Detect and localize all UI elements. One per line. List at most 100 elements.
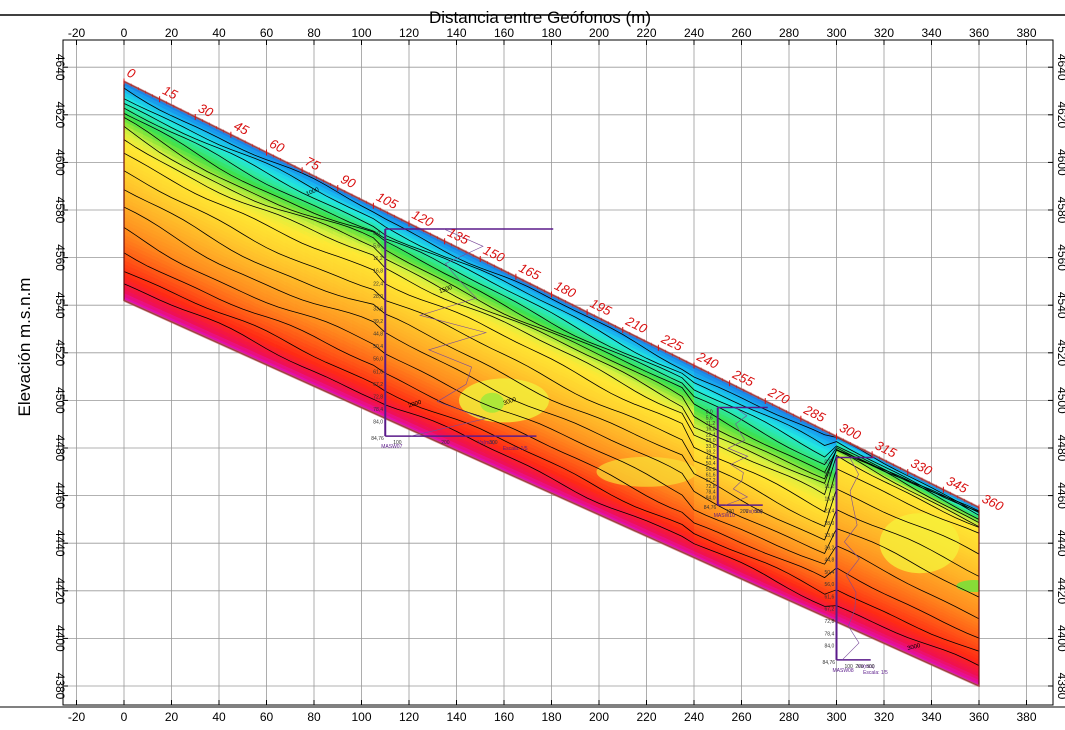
velocity-cell [228, 254, 239, 264]
velocity-cell [162, 292, 172, 301]
velocity-cell [285, 218, 296, 227]
velocity-cell [266, 184, 277, 194]
velocity-cell [428, 318, 438, 327]
velocity-cell [219, 164, 229, 174]
velocity-cell [390, 341, 400, 350]
velocity-cell [504, 300, 514, 310]
velocity-cell [200, 198, 210, 207]
velocity-cell [276, 280, 286, 290]
velocity-cell [390, 282, 400, 292]
velocity-cell [143, 123, 153, 133]
velocity-cell [285, 327, 296, 336]
velocity-cell [266, 216, 277, 225]
velocity-cell [428, 256, 438, 266]
velocity-cell [266, 304, 277, 314]
velocity-cell [428, 400, 438, 409]
velocity-cell [475, 259, 486, 269]
velocity-cell [295, 296, 305, 306]
velocity-cell [409, 374, 419, 383]
velocity-cell [285, 338, 296, 347]
velocity-cell [266, 219, 277, 229]
velocity-cell [399, 325, 410, 334]
velocity-cell [485, 295, 495, 304]
velocity-cell [247, 277, 258, 287]
velocity-cell [399, 314, 410, 324]
velocity-cell [456, 369, 467, 378]
velocity-cell [238, 163, 248, 172]
velocity-cell [456, 264, 467, 273]
velocity-cell [124, 165, 134, 175]
velocity-cell [342, 239, 353, 248]
velocity-cell [409, 250, 419, 260]
velocity-cell [295, 247, 305, 257]
velocity-cell [190, 244, 201, 253]
velocity-cell [266, 258, 277, 268]
velocity-cell [181, 174, 191, 184]
velocity-cell [466, 302, 476, 312]
velocity-cell [133, 155, 144, 165]
velocity-cell [276, 196, 286, 205]
velocity-cell [447, 395, 457, 404]
velocity-cell [409, 422, 419, 431]
velocity-cell [295, 180, 305, 190]
velocity-cell [181, 113, 191, 123]
velocity-cell [219, 289, 229, 299]
velocity-cell [181, 304, 191, 313]
velocity-cell [219, 139, 229, 149]
velocity-cell [447, 334, 457, 343]
velocity-cell [323, 348, 334, 357]
velocity-cell [371, 239, 381, 248]
velocity-cell [238, 248, 248, 258]
velocity-cell [494, 423, 505, 433]
velocity-cell [475, 273, 486, 283]
velocity-cell [475, 344, 486, 353]
velocity-cell [352, 333, 362, 343]
velocity-cell [247, 341, 258, 351]
velocity-cell [171, 130, 182, 140]
velocity-cell [228, 144, 239, 154]
velocity-cell [466, 366, 476, 376]
velocity-cell [209, 159, 220, 169]
velocity-cell [304, 273, 315, 282]
velocity-cell [409, 237, 419, 246]
velocity-cell [200, 291, 210, 301]
velocity-cell [124, 143, 134, 153]
velocity-cell [466, 424, 476, 433]
velocity-cell [200, 169, 210, 179]
velocity-cell [304, 318, 315, 328]
velocity-cell [257, 289, 267, 298]
velocity-cell [190, 229, 201, 239]
velocity-cell [162, 303, 172, 312]
velocity-cell [152, 131, 163, 141]
velocity-cell [447, 371, 457, 380]
velocity-cell [152, 99, 163, 109]
velocity-cell [181, 275, 191, 285]
velocity-cell [304, 231, 315, 240]
velocity-cell [209, 331, 220, 341]
velocity-cell [171, 141, 182, 151]
velocity-cell [219, 253, 229, 263]
velocity-cell [371, 218, 381, 228]
velocity-cell [209, 303, 220, 312]
velocity-cell [475, 290, 486, 299]
velocity-cell [190, 218, 201, 228]
velocity-cell [361, 286, 372, 295]
velocity-cell [228, 294, 239, 303]
velocity-cell [247, 153, 258, 163]
velocity-cell [295, 289, 305, 299]
velocity-cell [456, 341, 467, 351]
velocity-cell [285, 186, 296, 196]
velocity-cell [314, 330, 324, 339]
velocity-cell [371, 346, 381, 355]
velocity-cell [124, 136, 134, 145]
velocity-cell [276, 323, 286, 332]
velocity-cell [418, 334, 429, 343]
velocity-cell [238, 305, 248, 315]
velocity-cell [162, 263, 172, 272]
velocity-cell [494, 353, 505, 362]
velocity-cell [456, 375, 467, 385]
velocity-cell [285, 249, 296, 259]
velocity-cell [238, 234, 248, 243]
velocity-cell [266, 247, 277, 257]
velocity-cell [304, 357, 315, 366]
